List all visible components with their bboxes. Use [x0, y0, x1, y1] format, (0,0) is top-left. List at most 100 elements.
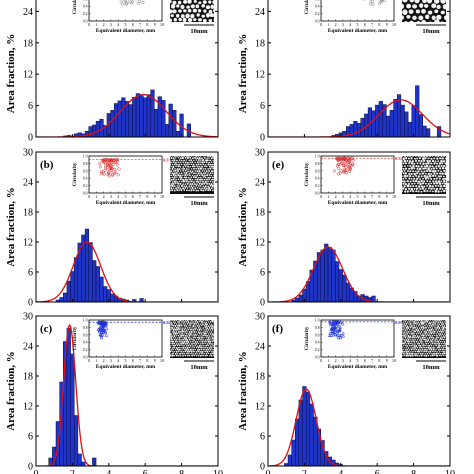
foam-cell [194, 340, 197, 343]
foam-cell [177, 165, 180, 168]
foam-cell [171, 159, 174, 162]
foam-cell [444, 326, 446, 329]
foam-cell [179, 330, 182, 333]
micrograph-cells [170, 156, 217, 192]
foam-cell [200, 352, 203, 355]
foam-cell [432, 331, 434, 333]
foam-cell [171, 320, 173, 321]
foam-cell [433, 172, 436, 175]
foam-cell [421, 182, 425, 185]
foam-cell [419, 3, 424, 8]
foam-cell [188, 343, 191, 345]
foam-cell [433, 162, 436, 165]
foam-cell [206, 159, 209, 162]
foam-cell [430, 162, 433, 165]
foam-cell [445, 165, 446, 167]
foam-cell [434, 320, 436, 322]
foam-cell [188, 327, 191, 329]
foam-cell [193, 335, 196, 337]
foam-cell [413, 321, 416, 323]
inset-point [111, 173, 115, 177]
foam-cell [422, 343, 425, 345]
histogram-bar [59, 297, 64, 302]
foam-cell [179, 182, 182, 185]
foam-cell [199, 321, 201, 323]
scale-bar-label: 10mm [422, 28, 440, 35]
foam-cell [444, 344, 446, 347]
foam-cell [210, 354, 213, 357]
foam-cell [188, 174, 191, 176]
foam-cell [198, 174, 201, 177]
foam-cell [213, 345, 214, 346]
inset-x-tick-label: 1 [95, 22, 97, 27]
foam-cell [408, 162, 411, 165]
inset-y-tick-label: 0.6 [83, 0, 88, 1]
foam-cell [416, 162, 419, 165]
foam-cell [213, 331, 214, 333]
foam-cell [426, 320, 429, 323]
inset-x-tick-label: 0 [88, 194, 90, 199]
foam-cell [209, 176, 212, 179]
foam-cell [184, 338, 187, 341]
foam-cell [418, 320, 421, 322]
foam-cell [188, 185, 191, 187]
foam-cell [215, 157, 217, 159]
foam-cell [446, 349, 448, 351]
foam-cell [406, 352, 409, 355]
foam-cell [438, 339, 441, 341]
foam-cell [193, 159, 195, 162]
foam-cell [441, 182, 444, 185]
foam-cell [181, 321, 183, 323]
inset-x-tick-label: 7 [371, 194, 373, 199]
foam-cell [409, 333, 411, 335]
foam-cell [416, 330, 419, 333]
foam-cell [447, 337, 448, 339]
foam-cell [427, 331, 430, 333]
foam-cell [186, 156, 189, 160]
foam-cell [211, 156, 214, 158]
foam-cell [434, 354, 436, 357]
foam-cell [428, 321, 431, 324]
foam-cell [445, 339, 446, 341]
inset-x-tick-label: 9 [386, 194, 388, 199]
foam-cell [204, 354, 207, 357]
foam-cell [194, 321, 197, 323]
foam-cell [188, 325, 190, 327]
foam-cell [180, 14, 185, 19]
histogram-bar [135, 93, 140, 137]
foam-cell [431, 354, 434, 357]
foam-cell [176, 181, 179, 183]
foam-cell [426, 325, 429, 327]
foam-cell [443, 169, 446, 172]
foam-cell [208, 9, 213, 14]
foam-cell [403, 174, 407, 178]
inset-x-tick-label: 4 [349, 22, 351, 27]
foam-cell [200, 189, 203, 192]
foam-cell [193, 331, 196, 333]
foam-cell [170, 187, 173, 190]
foam-cell [189, 178, 192, 181]
foam-cell [410, 162, 414, 165]
y-axis-label: Area fraction, % [5, 34, 17, 114]
foam-cell [406, 325, 409, 328]
foam-cell [402, 175, 403, 177]
foam-cell [213, 159, 214, 161]
histogram-bar [415, 85, 420, 137]
foam-cell [179, 174, 182, 177]
foam-cell [214, 329, 216, 330]
foam-cell [189, 348, 192, 351]
foam-cell [411, 354, 414, 357]
foam-cell [420, 331, 423, 333]
histogram-bar [103, 286, 108, 302]
foam-cell [403, 323, 406, 325]
inset-x-label: Equivalent diameter, mm [96, 28, 156, 34]
inset-y-tick-label: 0.4 [315, 177, 320, 181]
foam-cell [184, 320, 187, 321]
foam-cell [177, 157, 180, 159]
chart-panel: 06121824300246810Area fraction, %(f)0.95… [237, 312, 455, 474]
foam-cell [197, 323, 200, 325]
foam-cell [180, 4, 185, 10]
foam-cell [194, 174, 196, 177]
foam-cell [186, 161, 189, 164]
